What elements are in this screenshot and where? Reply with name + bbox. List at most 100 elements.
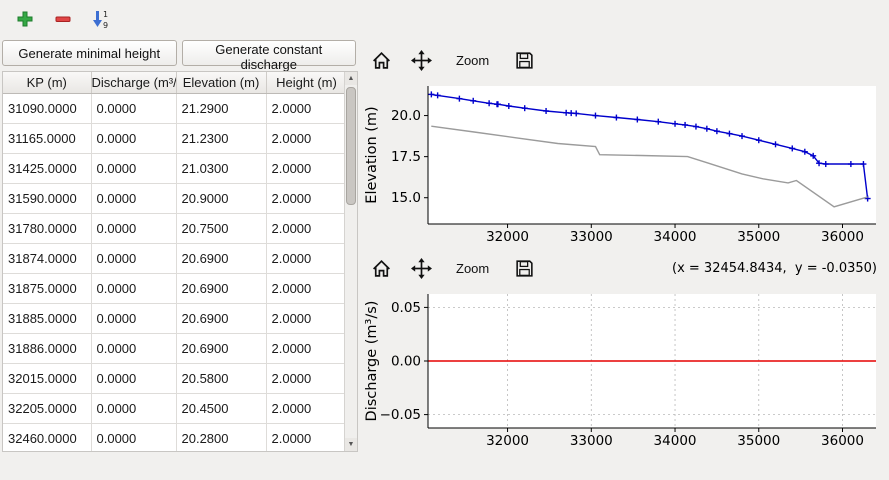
table-cell[interactable]: 20.6900 [176,273,267,304]
pan-button[interactable] [404,45,438,75]
table-cell[interactable]: 0.0000 [91,183,177,214]
table-row: 31885.0000 0.0000 20.6900 2.0000 [3,303,348,334]
table-cell[interactable]: 0.0000 [91,273,177,304]
svg-text:32000: 32000 [486,433,529,449]
table-cell[interactable]: 2.0000 [266,123,348,154]
table-scrollbar[interactable]: ▲ ▼ [344,72,357,451]
table-cell[interactable]: 0.0000 [91,243,177,274]
save-button[interactable] [507,253,541,283]
table-cell[interactable]: 31875.0000 [3,273,92,304]
home-button[interactable] [364,253,398,283]
add-row-button[interactable] [12,6,38,32]
column-header[interactable]: Discharge (m³/s) [91,72,177,94]
table-cell[interactable]: 20.9000 [176,183,267,214]
svg-text:36000: 36000 [821,229,864,245]
generate-minimal-height-button[interactable]: Generate minimal height [2,40,177,66]
scroll-up-button[interactable]: ▲ [345,72,357,85]
table-cell[interactable]: 0.0000 [91,333,177,364]
table-row: 32205.0000 0.0000 20.4500 2.0000 [3,393,348,424]
table-row: 32460.0000 0.0000 20.2800 2.0000 [3,423,348,451]
table-cell[interactable]: 2.0000 [266,273,348,304]
elevation-chart[interactable]: 32000 33000 34000 35000 36000 15.0 17.5 20.0 Ele… [362,78,886,250]
home-button[interactable] [364,45,398,75]
kp-table-container: KP (m)Discharge (m³/s)Elevation (m)Heigh… [2,71,358,452]
generate-buttons-row: Generate minimal height Generate constan… [2,40,356,72]
table-cell[interactable]: 2.0000 [266,93,348,124]
table-cell[interactable]: 32460.0000 [3,423,92,451]
svg-text:33000: 33000 [570,433,613,449]
table-cell[interactable]: 21.0300 [176,153,267,184]
table-cell[interactable]: 0.0000 [91,303,177,334]
table-cell[interactable]: 31090.0000 [3,93,92,124]
svg-text:35000: 35000 [737,433,780,449]
table-cell[interactable]: 2.0000 [266,333,348,364]
table-cell[interactable]: 0.0000 [91,123,177,154]
table-cell[interactable]: 2.0000 [266,303,348,334]
table-row: 32015.0000 0.0000 20.5800 2.0000 [3,363,348,394]
table-cell[interactable]: 32015.0000 [3,363,92,394]
table-cell[interactable]: 20.5800 [176,363,267,394]
pan-icon [410,49,432,71]
plus-icon [17,11,33,27]
table-cell[interactable]: 32205.0000 [3,393,92,424]
table-cell[interactable]: 2.0000 [266,423,348,451]
table-cell[interactable]: 0.0000 [91,393,177,424]
table-cell[interactable]: 2.0000 [266,213,348,244]
svg-text:17.5: 17.5 [391,149,421,165]
charts-panel: Zoom 32000 33000 34000 35000 36000 15.0 17.5 20… [358,38,889,480]
table-cell[interactable]: 0.0000 [91,153,177,184]
minus-icon [55,16,71,22]
svg-text:34000: 34000 [654,433,697,449]
table-cell[interactable]: 31165.0000 [3,123,92,154]
table-cell[interactable]: 21.2900 [176,93,267,124]
svg-text:15.0: 15.0 [391,190,421,206]
table-cell[interactable]: 20.7500 [176,213,267,244]
table-cell[interactable]: 31874.0000 [3,243,92,274]
sort-1-to-9-icon: 1 9 [93,10,108,30]
table-cell[interactable]: 21.2300 [176,123,267,154]
scroll-down-button[interactable]: ▼ [345,438,357,451]
table-row: 31165.0000 0.0000 21.2300 2.0000 [3,123,348,154]
table-cell[interactable]: 20.6900 [176,243,267,274]
content-area: Generate minimal height Generate constan… [0,38,889,480]
table-cell[interactable]: 0.0000 [91,93,177,124]
table-cell[interactable]: 20.6900 [176,333,267,364]
table-cell[interactable]: 20.2800 [176,423,267,451]
table-row: 31874.0000 0.0000 20.6900 2.0000 [3,243,348,274]
table-cell[interactable]: 2.0000 [266,243,348,274]
column-header[interactable]: Height (m) [266,72,348,94]
table-cell[interactable]: 2.0000 [266,153,348,184]
svg-text:1: 1 [103,10,108,19]
left-panel: Generate minimal height Generate constan… [0,38,358,480]
table-cell[interactable]: 0.0000 [91,213,177,244]
remove-row-button[interactable] [50,6,76,32]
table-cell[interactable]: 31780.0000 [3,213,92,244]
column-header[interactable]: Elevation (m) [176,72,267,94]
table-cell[interactable]: 2.0000 [266,183,348,214]
table-cell[interactable]: 31590.0000 [3,183,92,214]
discharge-chart[interactable]: 32000 33000 34000 35000 36000 −0.05 0.00 0.05 Di… [362,286,886,454]
table-cell[interactable]: 20.6900 [176,303,267,334]
svg-text:0.00: 0.00 [391,354,421,370]
pan-button[interactable] [404,253,438,283]
zoom-button[interactable]: Zoom [444,253,501,283]
table-cell[interactable]: 0.0000 [91,363,177,394]
table-cell[interactable]: 31885.0000 [3,303,92,334]
table-cell[interactable]: 31425.0000 [3,153,92,184]
table-cell[interactable]: 0.0000 [91,423,177,451]
table-cell[interactable]: 2.0000 [266,363,348,394]
cursor-coordinates: (x = 32454.8434, y = -0.0350) [672,260,877,276]
pan-icon [410,257,432,279]
svg-text:9: 9 [103,21,108,30]
svg-text:32000: 32000 [486,229,529,245]
table-cell[interactable]: 2.0000 [266,393,348,424]
table-cell[interactable]: 20.4500 [176,393,267,424]
generate-constant-discharge-button[interactable]: Generate constant discharge [181,40,356,72]
sort-rows-button[interactable]: 1 9 [88,6,114,32]
zoom-button[interactable]: Zoom [444,45,501,75]
table-body: 31090.0000 0.0000 21.2900 2.0000 31165.0000 0… [3,93,348,451]
table-cell[interactable]: 31886.0000 [3,333,92,364]
save-button[interactable] [507,45,541,75]
scrollbar-thumb[interactable] [346,87,356,205]
column-header[interactable]: KP (m) [3,72,92,94]
